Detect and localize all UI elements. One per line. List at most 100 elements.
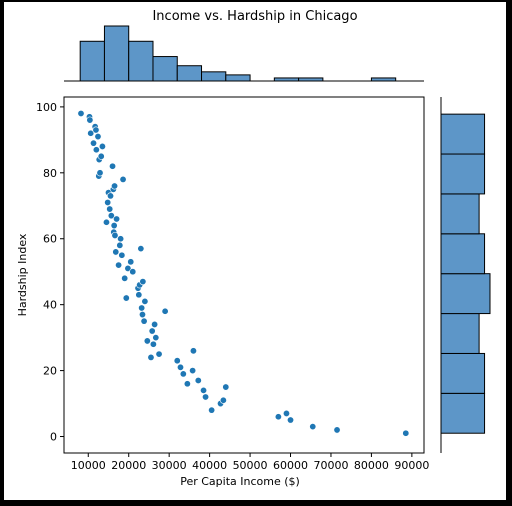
scatter-point bbox=[111, 182, 119, 190]
scatter-point bbox=[219, 396, 227, 404]
histogram-bar bbox=[201, 71, 227, 82]
scatter-point bbox=[179, 370, 187, 378]
scatter-point bbox=[183, 380, 191, 388]
scatter-point bbox=[119, 175, 127, 183]
marginal-x-histogram bbox=[64, 25, 424, 82]
scatter-point bbox=[282, 409, 290, 417]
scatter-point bbox=[333, 426, 341, 434]
scatter-point bbox=[148, 327, 156, 335]
x-tick-label: 80000 bbox=[354, 459, 389, 472]
x-tick-label: 10000 bbox=[71, 459, 106, 472]
x-axis-ticks: 10000 20000 30000 40000 50000 60000 70000 80000… bbox=[71, 453, 429, 472]
scatter-point bbox=[189, 347, 197, 355]
histogram-bar bbox=[440, 352, 486, 394]
scatter-point bbox=[87, 129, 95, 137]
scatter-point bbox=[176, 363, 184, 371]
x-tick-label: 40000 bbox=[192, 459, 227, 472]
x-tick-label: 70000 bbox=[313, 459, 348, 472]
histogram-bar bbox=[440, 113, 486, 155]
x-tick-label: 90000 bbox=[394, 459, 429, 472]
scatter-point bbox=[139, 278, 147, 286]
scatter-point bbox=[113, 215, 121, 223]
scatter-point bbox=[140, 317, 148, 325]
scatter-point bbox=[200, 386, 208, 394]
scatter-point bbox=[94, 133, 102, 141]
scatter-point bbox=[149, 340, 157, 348]
histogram-bar bbox=[225, 74, 251, 82]
scatter-point bbox=[135, 291, 143, 299]
histogram-bar bbox=[79, 40, 105, 82]
chart-title: Income vs. Hardship in Chicago bbox=[152, 9, 357, 24]
scatter-point bbox=[173, 357, 181, 365]
histogram-bar bbox=[440, 193, 480, 235]
scatter-point bbox=[309, 423, 317, 431]
scatter-point bbox=[112, 248, 120, 256]
y-tick-label: 60 bbox=[43, 233, 57, 246]
scatter-point bbox=[107, 192, 115, 200]
scatter-point bbox=[138, 304, 146, 312]
histogram-bar bbox=[440, 273, 491, 315]
scatter-point bbox=[106, 205, 114, 213]
y-tick-label: 0 bbox=[50, 431, 57, 444]
histogram-bar bbox=[440, 233, 486, 275]
scatter-point bbox=[121, 274, 129, 282]
scatter-point bbox=[98, 142, 106, 150]
scatter-point bbox=[115, 261, 123, 269]
y-tick-label: 100 bbox=[36, 101, 57, 114]
histogram-bar bbox=[440, 313, 480, 354]
scatter-point bbox=[96, 169, 104, 177]
scatter-point bbox=[97, 152, 105, 160]
scatter-point bbox=[152, 334, 160, 342]
y-axis-ticks: 0 20 40 60 80 100 bbox=[36, 101, 64, 444]
histogram-bar bbox=[440, 153, 486, 195]
x-tick-label: 30000 bbox=[152, 459, 187, 472]
scatter-point bbox=[111, 231, 119, 239]
scatter-point bbox=[143, 337, 151, 345]
scatter-point bbox=[92, 146, 100, 154]
scatter-point bbox=[141, 297, 149, 305]
scatter-point bbox=[118, 251, 126, 259]
scatter-point bbox=[287, 416, 295, 424]
scatter-point bbox=[222, 383, 230, 391]
scatter-point bbox=[110, 222, 118, 230]
y-tick-label: 80 bbox=[43, 167, 57, 180]
x-axis-label: Per Capita Income ($) bbox=[180, 475, 300, 488]
x-tick-label: 50000 bbox=[233, 459, 268, 472]
scatter-point bbox=[127, 258, 135, 266]
histogram-bar bbox=[128, 40, 154, 82]
y-axis-label: Hardship Index bbox=[16, 233, 29, 316]
scatter-point bbox=[124, 264, 132, 272]
scatter-point bbox=[194, 376, 202, 384]
histogram-bar bbox=[176, 65, 203, 82]
scatter-point bbox=[90, 139, 98, 147]
scatter-point bbox=[77, 109, 85, 117]
scatter-point bbox=[147, 353, 155, 361]
scatter-point bbox=[104, 198, 112, 206]
scatter-points bbox=[77, 109, 410, 437]
scatter-point bbox=[161, 307, 169, 315]
scatter-point bbox=[138, 311, 146, 319]
scatter-point bbox=[116, 241, 124, 249]
scatter-point bbox=[86, 116, 94, 124]
scatter-point bbox=[402, 429, 410, 437]
scatter-point bbox=[102, 218, 110, 226]
scatter-point bbox=[274, 413, 282, 421]
marginal-y-histogram bbox=[440, 97, 491, 453]
scatter-point bbox=[109, 162, 117, 170]
histogram-bar bbox=[440, 392, 486, 434]
scatter-point bbox=[202, 393, 210, 401]
scatter-point bbox=[208, 406, 216, 414]
scatter-point bbox=[137, 245, 145, 253]
scatter-point bbox=[107, 212, 115, 220]
x-tick-label: 60000 bbox=[273, 459, 308, 472]
histogram-bar bbox=[103, 25, 130, 82]
scatter-point bbox=[92, 126, 100, 134]
scatter-point bbox=[189, 367, 197, 375]
x-tick-label: 20000 bbox=[111, 459, 146, 472]
scatter-point bbox=[151, 320, 159, 328]
main-plot-area bbox=[63, 96, 425, 454]
scatter-point bbox=[155, 350, 163, 358]
histogram-bar bbox=[152, 56, 178, 82]
scatter-point bbox=[129, 268, 137, 276]
